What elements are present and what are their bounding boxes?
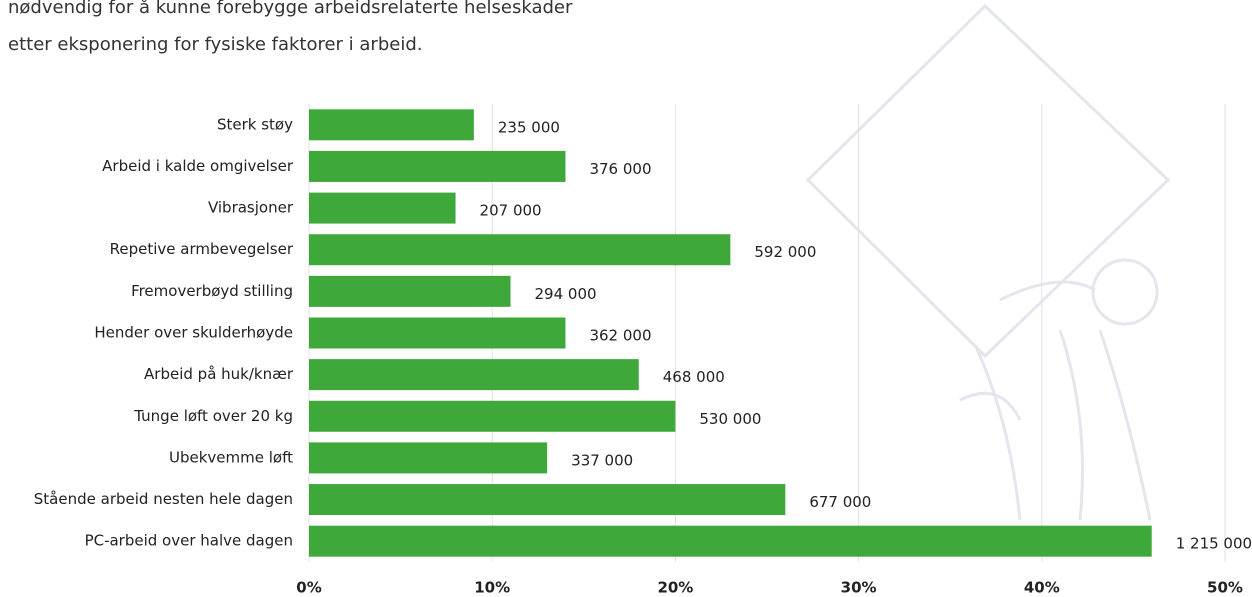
- bar: [309, 317, 566, 349]
- bar: [309, 109, 474, 141]
- value-label: 1 215 000: [1176, 535, 1252, 553]
- value-label: 530 000: [699, 410, 761, 428]
- bar: [309, 150, 566, 182]
- intro-text: nødvendig for å kunne forebygge arbeidsr…: [8, 0, 573, 18]
- bar: [309, 275, 511, 307]
- value-label: 235 000: [498, 118, 560, 136]
- y-tick-label: Repetive armbevegelser: [110, 240, 294, 258]
- value-label: 337 000: [571, 451, 633, 469]
- value-label: 677 000: [809, 493, 871, 511]
- value-label: 362 000: [589, 327, 651, 345]
- y-tick-label: Vibrasjoner: [208, 199, 294, 217]
- x-tick-label: 30%: [841, 579, 877, 597]
- x-tick-label: 0%: [296, 579, 321, 597]
- bar: [309, 484, 786, 516]
- y-tick-label: Ubekvemme løft: [169, 448, 293, 466]
- bar: [309, 359, 639, 391]
- value-label: 294 000: [535, 285, 597, 303]
- y-tick-label: Stående arbeid nesten hele dagen: [34, 490, 293, 508]
- value-label: 468 000: [663, 368, 725, 386]
- intro-text: etter eksponering for fysiske faktorer i…: [8, 34, 422, 55]
- value-label: 376 000: [589, 160, 651, 178]
- value-label: 592 000: [754, 243, 816, 261]
- bar: [309, 525, 1152, 557]
- y-tick-label: Fremoverbøyd stilling: [131, 282, 293, 300]
- y-tick-label: Hender over skulderhøyde: [94, 324, 293, 342]
- y-tick-label: PC-arbeid over halve dagen: [85, 532, 293, 550]
- y-tick-label: Arbeid på huk/knær: [144, 365, 294, 383]
- bar: [309, 234, 731, 266]
- x-tick-label: 20%: [657, 579, 693, 597]
- y-tick-label: Arbeid i kalde omgivelser: [102, 157, 294, 175]
- value-label: 207 000: [480, 202, 542, 220]
- bar: [309, 192, 456, 224]
- bar: [309, 442, 548, 474]
- y-tick-label: Tunge løft over 20 kg: [133, 407, 293, 425]
- background-illustration: [805, 3, 1171, 521]
- bar: [309, 400, 676, 432]
- y-tick-label: Sterk støy: [217, 115, 293, 133]
- x-tick-label: 10%: [474, 579, 510, 597]
- x-tick-label: 40%: [1024, 579, 1060, 597]
- x-tick-label: 50%: [1207, 579, 1243, 597]
